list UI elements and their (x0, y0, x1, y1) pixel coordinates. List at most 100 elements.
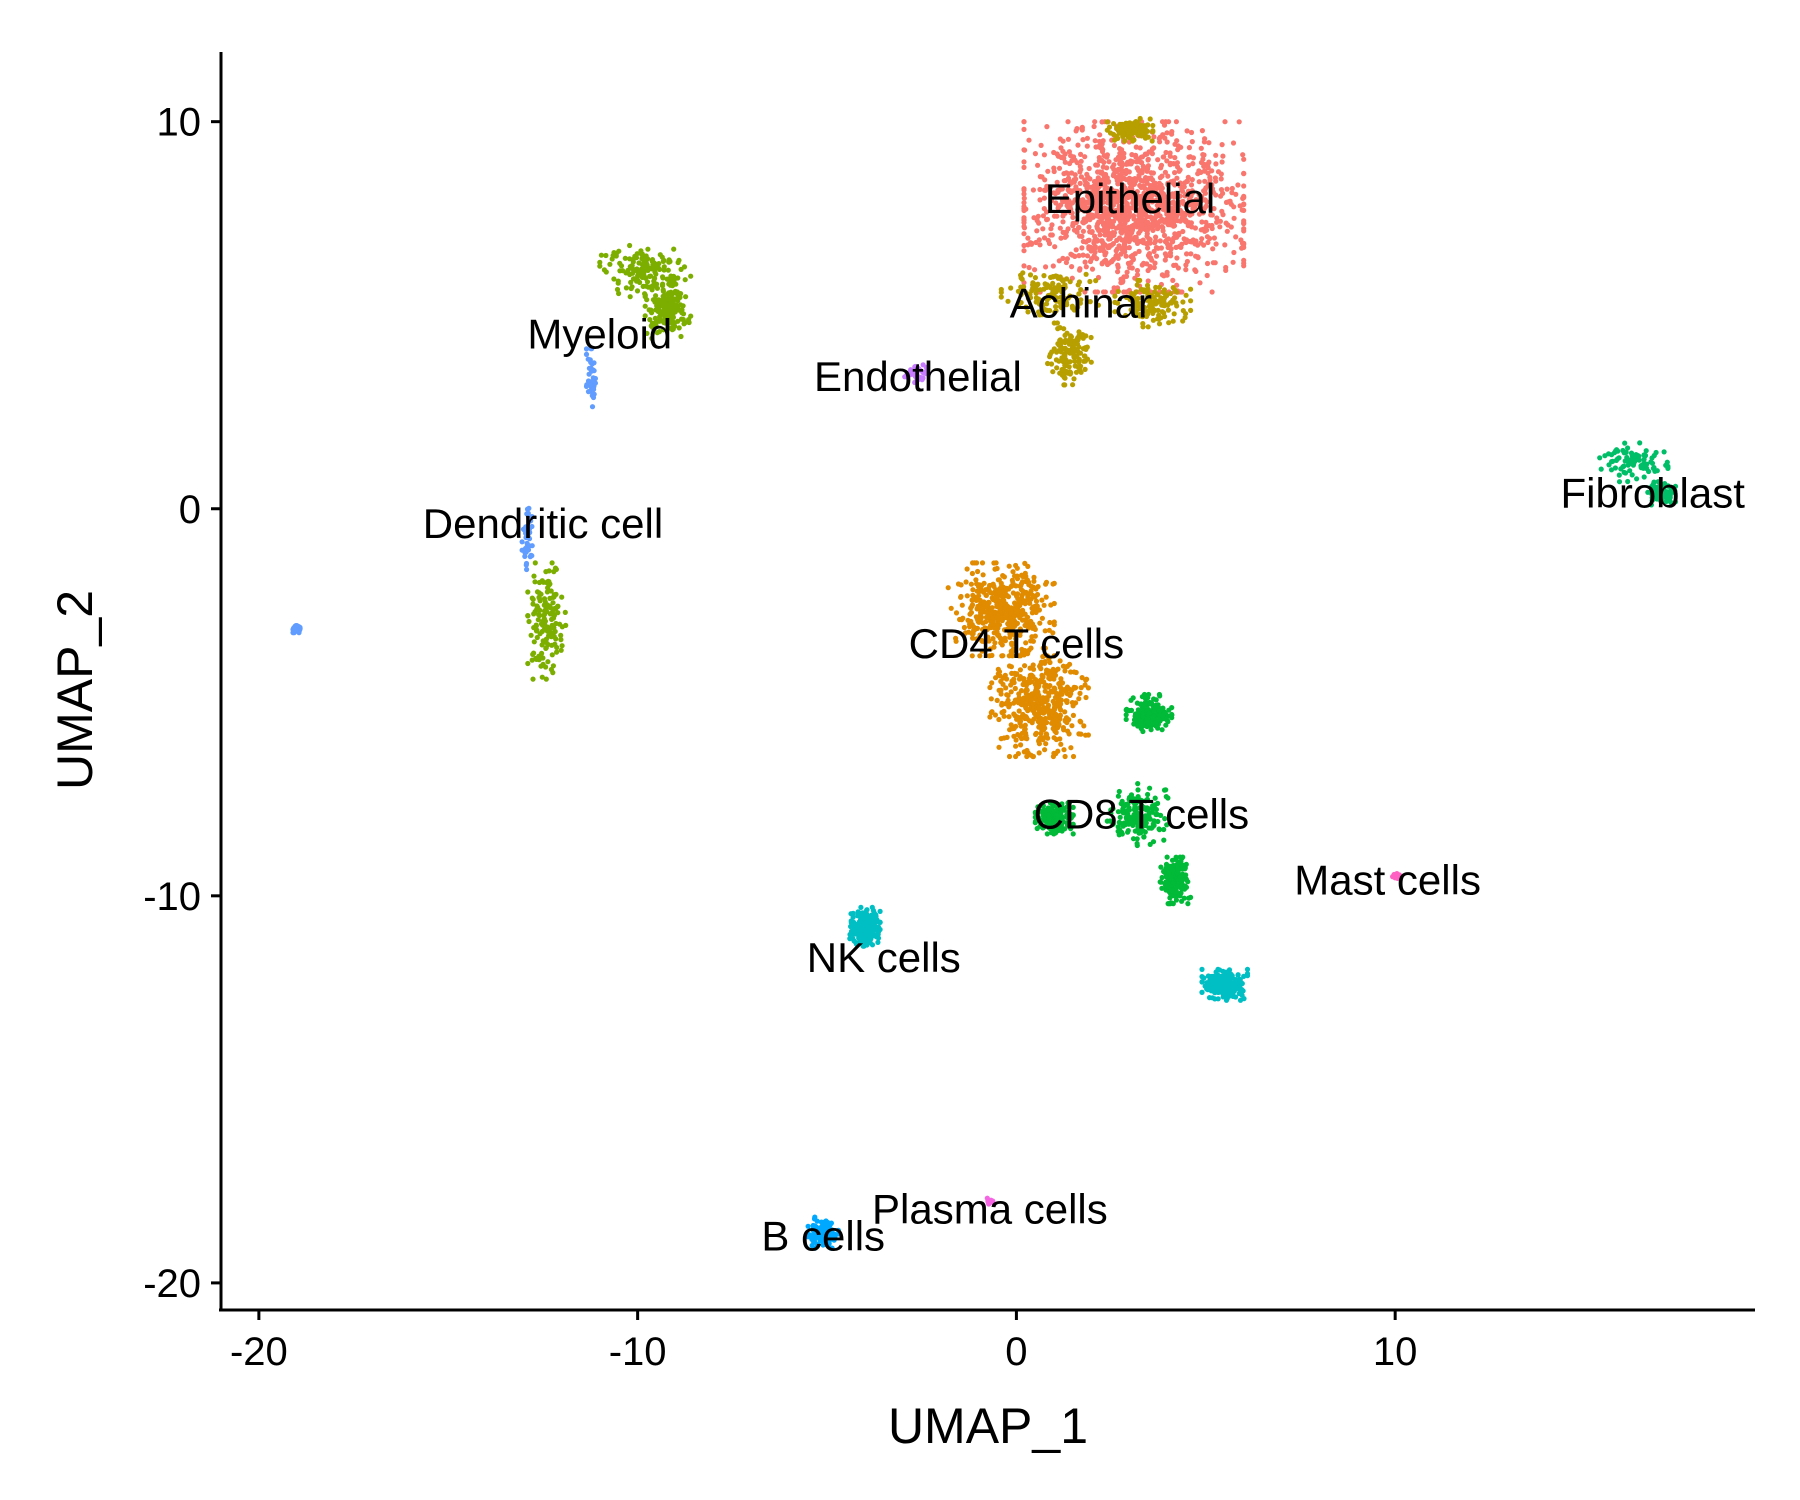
data-point (525, 547, 532, 553)
cluster-label-cd4-t-cells: CD4 T cells (909, 620, 1125, 667)
data-point (1037, 735, 1043, 742)
data-point (1033, 295, 1039, 301)
data-point (1144, 716, 1150, 722)
data-point (1183, 861, 1189, 868)
data-point (617, 268, 623, 274)
data-point (1021, 126, 1027, 132)
data-point (1044, 301, 1050, 307)
data-point (1041, 679, 1047, 685)
data-point (1077, 366, 1083, 372)
data-point (1159, 224, 1165, 230)
data-point (1153, 197, 1160, 203)
data-point (1070, 214, 1076, 220)
data-point (1654, 468, 1660, 474)
data-point (1045, 168, 1051, 174)
data-point (1144, 225, 1150, 231)
data-point (1013, 737, 1019, 743)
data-point (1074, 186, 1080, 192)
data-point (1023, 682, 1029, 688)
data-point (1081, 723, 1087, 729)
data-point (1129, 265, 1135, 271)
data-point (1114, 124, 1120, 130)
data-point (964, 566, 970, 572)
data-point (1188, 307, 1194, 313)
data-point (1107, 130, 1114, 136)
data-point (1071, 669, 1077, 675)
data-point (1068, 251, 1074, 257)
data-point (1067, 359, 1073, 365)
data-point (547, 611, 554, 617)
data-point (1036, 750, 1042, 756)
data-point (1006, 714, 1012, 720)
data-point (1131, 298, 1137, 305)
data-point (1102, 186, 1108, 192)
data-point (1028, 697, 1034, 703)
data-point (1186, 196, 1192, 202)
data-point (1062, 193, 1068, 199)
data-point (1021, 191, 1027, 197)
data-point (1053, 304, 1059, 310)
data-point (1657, 488, 1663, 494)
data-point (869, 904, 875, 911)
data-point (1039, 615, 1045, 621)
data-point (1193, 238, 1199, 244)
data-point (1132, 206, 1139, 212)
data-point (1175, 883, 1181, 889)
data-point (1185, 901, 1191, 907)
data-point (1092, 119, 1098, 125)
data-point (1188, 251, 1194, 257)
data-point (877, 908, 883, 915)
data-point (1135, 781, 1141, 787)
data-point (1021, 215, 1027, 221)
data-point (1051, 165, 1057, 171)
cluster-label-nk-cells: NK cells (807, 934, 961, 981)
data-point (1124, 217, 1131, 223)
data-point (1030, 753, 1036, 760)
data-point (1074, 126, 1080, 132)
data-point (1049, 349, 1055, 355)
cluster-label-myeloid: Myeloid (527, 311, 672, 358)
data-point (1107, 231, 1114, 237)
data-point (1021, 147, 1027, 153)
data-point (1123, 161, 1129, 167)
data-point (1146, 236, 1152, 242)
data-point (1104, 165, 1110, 171)
data-point (1206, 140, 1212, 146)
data-point (1083, 677, 1089, 683)
data-point (1222, 242, 1228, 248)
data-point (1032, 690, 1039, 696)
data-point (1106, 124, 1113, 130)
data-point (1135, 295, 1141, 302)
data-point (1239, 992, 1245, 998)
data-point (1023, 714, 1029, 721)
data-point (1073, 685, 1079, 691)
data-point (1201, 188, 1207, 194)
data-point (1176, 243, 1182, 250)
data-point (1031, 594, 1037, 600)
data-point (1193, 201, 1199, 207)
data-point (1184, 258, 1190, 265)
data-point (1174, 289, 1180, 295)
data-point (528, 632, 534, 638)
data-point (1672, 499, 1679, 505)
data-point (1022, 560, 1028, 567)
data-point (1128, 697, 1134, 703)
data-point (1077, 267, 1083, 273)
data-point (554, 603, 561, 610)
data-point (1235, 972, 1241, 978)
data-point (1177, 180, 1183, 186)
data-point (1084, 253, 1091, 259)
data-point (1031, 574, 1037, 581)
data-point (550, 670, 556, 676)
data-point (1068, 745, 1074, 751)
data-point (1062, 352, 1068, 358)
data-point (1156, 691, 1162, 698)
data-point (1033, 290, 1039, 296)
data-point (1135, 277, 1141, 283)
data-point (923, 371, 929, 377)
data-point (999, 593, 1005, 600)
data-point (1054, 273, 1060, 280)
data-point (1060, 138, 1066, 144)
data-point (1180, 299, 1186, 305)
data-point (639, 256, 645, 262)
